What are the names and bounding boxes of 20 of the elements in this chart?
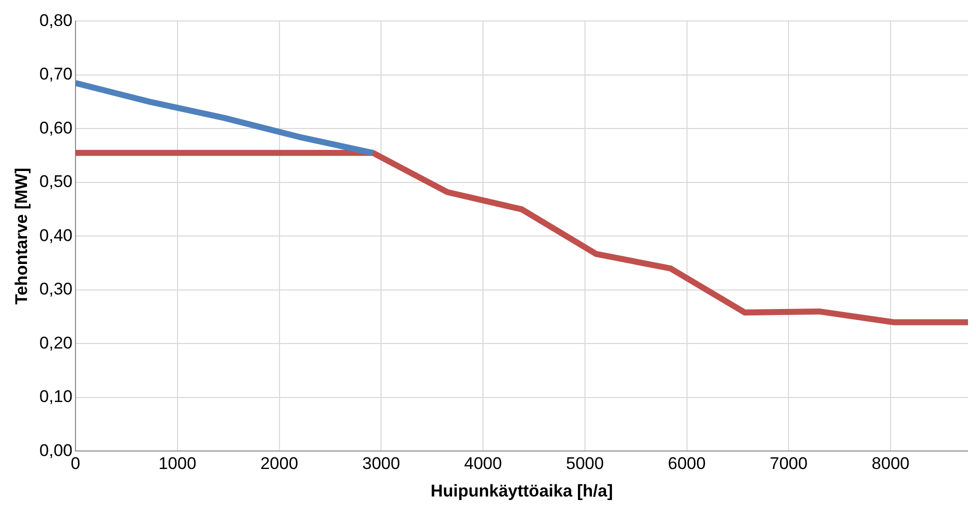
x-tick-label: 8000 bbox=[872, 454, 910, 474]
y-tick-label: 0,50 bbox=[39, 172, 72, 192]
y-tick-label: 0,30 bbox=[39, 280, 72, 299]
x-tick-label: 5000 bbox=[566, 454, 604, 474]
y-tick-label: 0,10 bbox=[39, 387, 72, 406]
x-tick-label: 6000 bbox=[668, 454, 706, 474]
y-tick-label: 0,00 bbox=[39, 440, 72, 460]
x-tick-label: 2000 bbox=[260, 454, 298, 474]
x-tick-label: 0 bbox=[70, 454, 80, 474]
x-tick-label: 1000 bbox=[158, 454, 196, 474]
x-tick-label: 4000 bbox=[464, 454, 502, 474]
y-tick-label: 0,20 bbox=[39, 333, 72, 352]
y-tick-label: 0,80 bbox=[39, 10, 72, 30]
y-axis-title: Tehontarve [MW] bbox=[12, 168, 31, 305]
x-tick-label: 3000 bbox=[362, 454, 400, 474]
x-tick-label: 7000 bbox=[770, 454, 808, 474]
y-tick-label: 0,70 bbox=[39, 64, 72, 84]
y-tick-label: 0,60 bbox=[39, 118, 72, 138]
y-tick-label: 0,40 bbox=[39, 226, 72, 245]
x-axis-title: Huipunkäyttöaika [h/a] bbox=[430, 481, 613, 500]
